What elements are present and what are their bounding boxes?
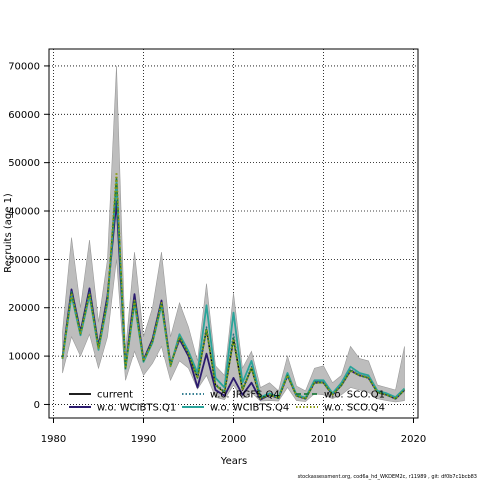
legend-label: w.o. IRGFS.Q4 [210,390,280,401]
y-tick-label: 20000 [8,303,40,314]
x-tick-label: 2000 [221,434,246,445]
y-tick-label: 40000 [8,207,40,218]
y-axis: 0 10000 20000 30000 40000 50000 60000 70000 [8,61,49,411]
legend-label: w.o. SCO.Q4 [324,403,385,414]
legend-label: w.o. WCIBTS.Q4 [210,403,289,414]
legend-label: w.o. WCIBTS.Q1 [97,403,176,414]
x-tick-label: 2020 [401,434,426,445]
series-line [61,171,406,400]
legend-label: current [97,390,133,401]
x-tick-label: 2010 [311,434,336,445]
x-tick-label: 1990 [131,434,156,445]
y-tick-label: 50000 [8,158,40,169]
y-axis-title: Recruits (age 1) [3,193,14,273]
legend-label: w.o. SCO.Q1 [324,390,385,401]
y-tick-label: 10000 [8,352,40,363]
y-tick-label: 60000 [8,110,40,121]
y-tick-label: 0 [34,400,40,411]
series-line [61,183,406,399]
series-layer [61,171,406,401]
x-tick-label: 1980 [41,434,66,445]
x-axis: 1980 1990 2000 2010 2020 [41,418,426,445]
x-axis-title: Years [220,456,247,467]
legend: current w.o. WCIBTS.Q1 w.o. IRGFS.Q4 w.o. W… [69,390,385,414]
footer-credit: stockassessment.org, cod6a_hd_WKDEM2c, r… [298,474,477,480]
y-tick-label: 70000 [8,61,40,72]
y-tick-label: 30000 [8,255,40,266]
